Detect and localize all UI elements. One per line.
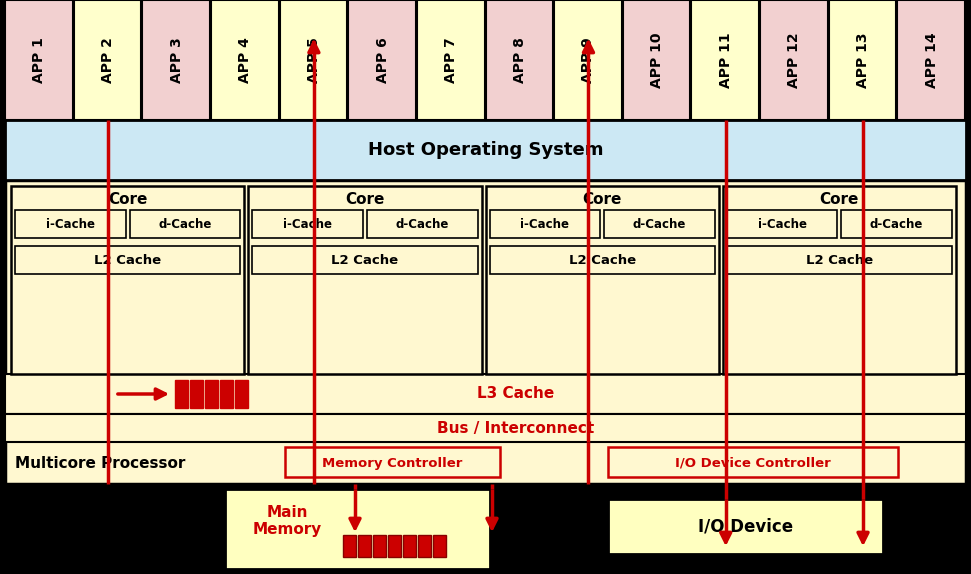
Bar bbox=[622, 0, 690, 120]
Bar bbox=[15, 210, 125, 238]
Bar bbox=[358, 535, 371, 557]
Text: Core: Core bbox=[108, 192, 148, 207]
Bar bbox=[205, 380, 218, 408]
Text: APP 14: APP 14 bbox=[924, 32, 939, 88]
Bar bbox=[608, 447, 898, 477]
Bar bbox=[760, 0, 827, 120]
Text: APP 13: APP 13 bbox=[856, 32, 870, 88]
Text: L3 Cache: L3 Cache bbox=[477, 386, 554, 401]
Bar bbox=[486, 0, 553, 120]
Bar bbox=[220, 380, 233, 408]
Text: L2 Cache: L2 Cache bbox=[331, 254, 398, 266]
Text: d-Cache: d-Cache bbox=[633, 218, 686, 231]
Text: Core: Core bbox=[583, 192, 621, 207]
Bar bbox=[349, 0, 416, 120]
Text: APP 4: APP 4 bbox=[238, 37, 252, 83]
Bar bbox=[726, 246, 952, 274]
Bar bbox=[489, 246, 715, 274]
Text: APP 5: APP 5 bbox=[307, 37, 320, 83]
Text: I/O Device Controller: I/O Device Controller bbox=[675, 456, 831, 470]
Text: Host Operating System: Host Operating System bbox=[368, 141, 603, 159]
Text: Memory Controller: Memory Controller bbox=[322, 456, 463, 470]
Bar bbox=[418, 535, 431, 557]
Bar bbox=[554, 0, 621, 120]
Bar bbox=[11, 186, 245, 374]
Bar bbox=[373, 535, 386, 557]
Text: APP 3: APP 3 bbox=[170, 37, 184, 83]
Text: Core: Core bbox=[820, 192, 859, 207]
Text: d-Cache: d-Cache bbox=[395, 218, 449, 231]
Text: L2 Cache: L2 Cache bbox=[806, 254, 873, 266]
Text: APP 9: APP 9 bbox=[582, 37, 595, 83]
Bar bbox=[211, 0, 279, 120]
Bar bbox=[285, 447, 500, 477]
Bar bbox=[722, 186, 956, 374]
Bar bbox=[235, 380, 248, 408]
Bar bbox=[897, 0, 965, 120]
Text: i-Cache: i-Cache bbox=[757, 218, 807, 231]
Bar bbox=[15, 246, 240, 274]
Bar bbox=[225, 489, 490, 569]
Text: I/O Device: I/O Device bbox=[698, 518, 793, 536]
Bar bbox=[5, 0, 73, 120]
Text: Multicore Processor: Multicore Processor bbox=[15, 456, 185, 471]
Text: Core: Core bbox=[345, 192, 385, 207]
Text: APP 6: APP 6 bbox=[376, 37, 389, 83]
Bar bbox=[608, 499, 883, 554]
Bar bbox=[417, 0, 485, 120]
Bar bbox=[280, 0, 348, 120]
Bar bbox=[828, 0, 896, 120]
Text: i-Cache: i-Cache bbox=[284, 218, 332, 231]
Text: L2 Cache: L2 Cache bbox=[569, 254, 636, 266]
Text: APP 12: APP 12 bbox=[787, 32, 801, 88]
Bar bbox=[367, 210, 478, 238]
Bar bbox=[486, 186, 719, 374]
Bar bbox=[5, 120, 966, 180]
Bar bbox=[489, 210, 600, 238]
Bar bbox=[388, 535, 401, 557]
Text: APP 7: APP 7 bbox=[444, 37, 458, 83]
Text: APP 2: APP 2 bbox=[101, 37, 115, 83]
Bar bbox=[343, 535, 356, 557]
Bar bbox=[5, 374, 966, 414]
Bar bbox=[252, 246, 478, 274]
Text: i-Cache: i-Cache bbox=[520, 218, 569, 231]
Text: Bus / Interconnect: Bus / Interconnect bbox=[437, 421, 594, 436]
Bar bbox=[726, 210, 837, 238]
Bar bbox=[433, 535, 446, 557]
Bar bbox=[5, 180, 966, 484]
Bar bbox=[74, 0, 142, 120]
Bar bbox=[249, 186, 482, 374]
Bar bbox=[175, 380, 188, 408]
Text: APP 10: APP 10 bbox=[651, 32, 664, 88]
Bar bbox=[143, 0, 210, 120]
Bar bbox=[190, 380, 203, 408]
Text: L2 Cache: L2 Cache bbox=[94, 254, 161, 266]
Text: d-Cache: d-Cache bbox=[158, 218, 212, 231]
Bar bbox=[129, 210, 240, 238]
Text: Main
Memory: Main Memory bbox=[252, 505, 321, 537]
Text: APP 1: APP 1 bbox=[32, 37, 47, 83]
Text: i-Cache: i-Cache bbox=[46, 218, 95, 231]
Bar bbox=[403, 535, 416, 557]
Bar bbox=[842, 210, 952, 238]
Text: APP 8: APP 8 bbox=[513, 37, 527, 83]
Bar bbox=[691, 0, 759, 120]
Bar bbox=[5, 414, 966, 442]
Text: APP 11: APP 11 bbox=[719, 32, 733, 88]
Text: d-Cache: d-Cache bbox=[870, 218, 923, 231]
Bar bbox=[252, 210, 363, 238]
Bar bbox=[604, 210, 715, 238]
